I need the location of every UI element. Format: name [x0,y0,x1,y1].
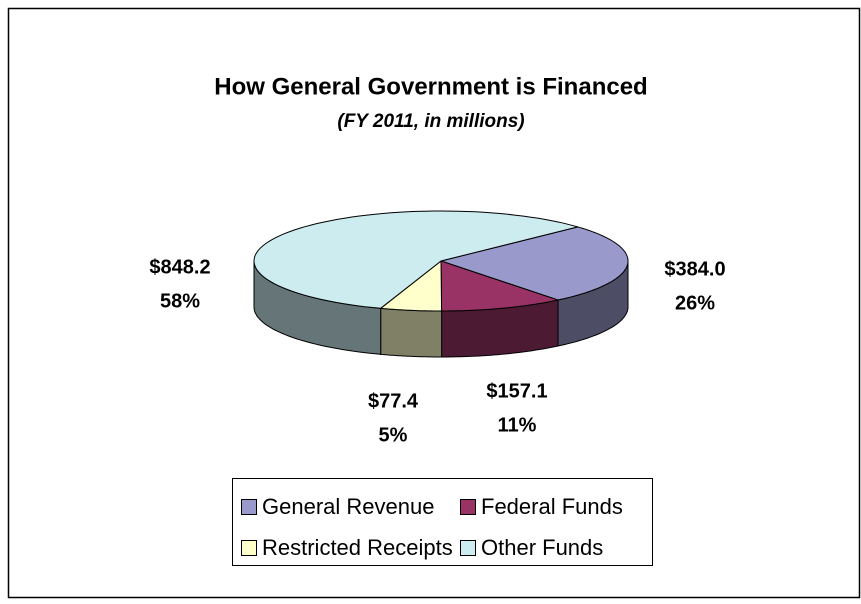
legend-swatch [460,499,476,515]
percent-label: 11% [498,414,537,436]
pie [253,210,629,358]
legend-label: Federal Funds [481,494,623,519]
legend-swatch [460,540,476,556]
value-label: $848.2 [149,256,210,278]
legend-label: Other Funds [481,535,603,560]
legend-box [232,478,653,566]
legend-label: General Revenue [262,494,434,519]
legend-swatch [241,540,257,556]
value-label: $384.0 [664,258,725,280]
slice [440,260,560,312]
chart-subtitle: (FY 2011, in millions) [337,111,524,132]
slice [439,226,629,301]
slice-side [380,307,443,358]
value-label: $157.1 [486,380,547,402]
slice [253,210,578,309]
chart-title: How General Government is Financed [214,73,647,100]
slice [379,259,443,312]
value-label: $77.4 [368,390,419,412]
legend-label: Restricted Receipts [262,535,453,560]
percent-label: 26% [675,292,715,314]
legend-swatch [241,499,257,515]
percent-label: 58% [160,290,200,312]
percent-label: 5% [379,424,408,446]
